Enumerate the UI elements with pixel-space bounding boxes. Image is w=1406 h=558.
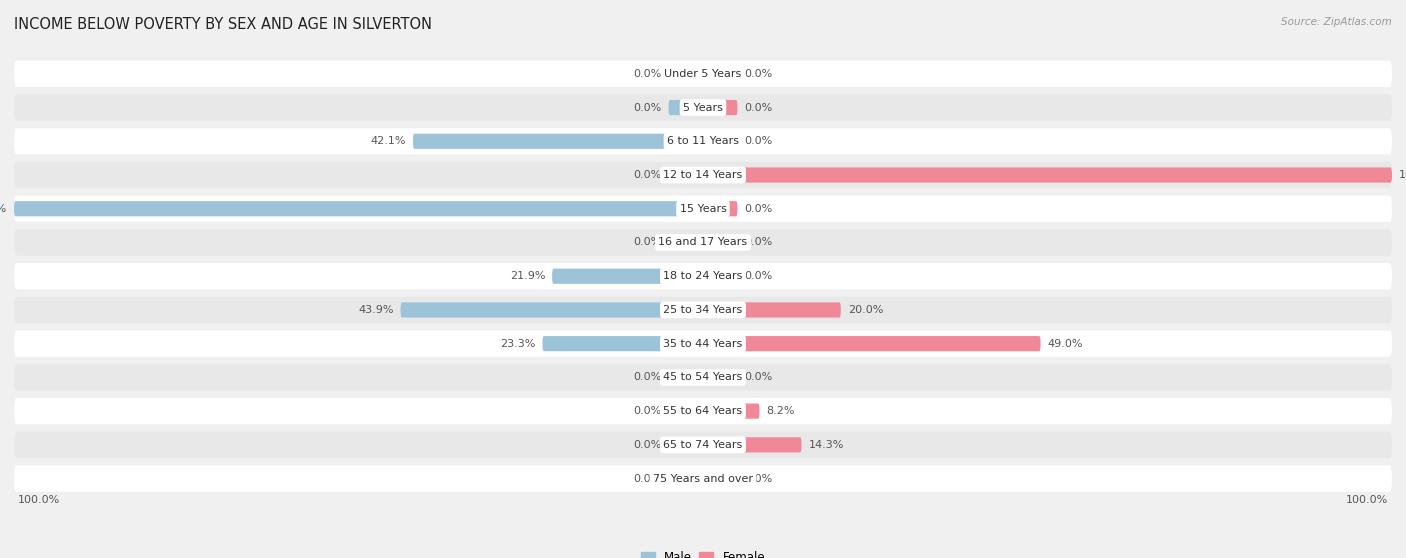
FancyBboxPatch shape — [14, 128, 1392, 155]
FancyBboxPatch shape — [703, 100, 738, 115]
FancyBboxPatch shape — [703, 336, 1040, 351]
FancyBboxPatch shape — [703, 302, 841, 318]
Text: 0.0%: 0.0% — [744, 474, 772, 484]
FancyBboxPatch shape — [14, 162, 1392, 188]
FancyBboxPatch shape — [703, 437, 801, 453]
Text: 100.0%: 100.0% — [0, 204, 7, 214]
FancyBboxPatch shape — [703, 403, 759, 418]
FancyBboxPatch shape — [14, 201, 703, 217]
Text: 6 to 11 Years: 6 to 11 Years — [666, 136, 740, 146]
FancyBboxPatch shape — [14, 94, 1392, 121]
FancyBboxPatch shape — [669, 235, 703, 250]
FancyBboxPatch shape — [669, 370, 703, 385]
FancyBboxPatch shape — [14, 432, 1392, 458]
Text: 0.0%: 0.0% — [744, 136, 772, 146]
FancyBboxPatch shape — [669, 66, 703, 81]
Text: 0.0%: 0.0% — [634, 372, 662, 382]
FancyBboxPatch shape — [669, 167, 703, 182]
FancyBboxPatch shape — [703, 66, 738, 81]
FancyBboxPatch shape — [703, 471, 738, 486]
FancyBboxPatch shape — [14, 398, 1392, 424]
Text: 23.3%: 23.3% — [501, 339, 536, 349]
Text: 55 to 64 Years: 55 to 64 Years — [664, 406, 742, 416]
Text: 65 to 74 Years: 65 to 74 Years — [664, 440, 742, 450]
Text: 0.0%: 0.0% — [634, 474, 662, 484]
Text: 0.0%: 0.0% — [744, 271, 772, 281]
FancyBboxPatch shape — [669, 403, 703, 418]
Text: 49.0%: 49.0% — [1047, 339, 1083, 349]
FancyBboxPatch shape — [669, 437, 703, 453]
FancyBboxPatch shape — [14, 263, 1392, 290]
Text: 100.0%: 100.0% — [1347, 494, 1389, 504]
Text: 21.9%: 21.9% — [510, 271, 546, 281]
FancyBboxPatch shape — [14, 61, 1392, 87]
Text: 0.0%: 0.0% — [634, 238, 662, 248]
FancyBboxPatch shape — [401, 302, 703, 318]
Text: 0.0%: 0.0% — [634, 406, 662, 416]
Text: 20.0%: 20.0% — [848, 305, 883, 315]
FancyBboxPatch shape — [14, 229, 1392, 256]
FancyBboxPatch shape — [669, 471, 703, 486]
Text: 35 to 44 Years: 35 to 44 Years — [664, 339, 742, 349]
Text: 14.3%: 14.3% — [808, 440, 844, 450]
Text: 75 Years and over: 75 Years and over — [652, 474, 754, 484]
Legend: Male, Female: Male, Female — [636, 546, 770, 558]
Text: 12 to 14 Years: 12 to 14 Years — [664, 170, 742, 180]
Text: 5 Years: 5 Years — [683, 103, 723, 113]
Text: 8.2%: 8.2% — [766, 406, 794, 416]
Text: 15 Years: 15 Years — [679, 204, 727, 214]
Text: 0.0%: 0.0% — [744, 372, 772, 382]
Text: Source: ZipAtlas.com: Source: ZipAtlas.com — [1281, 17, 1392, 27]
FancyBboxPatch shape — [14, 364, 1392, 391]
Text: 100.0%: 100.0% — [17, 494, 59, 504]
Text: 25 to 34 Years: 25 to 34 Years — [664, 305, 742, 315]
FancyBboxPatch shape — [703, 370, 738, 385]
Text: 42.1%: 42.1% — [371, 136, 406, 146]
FancyBboxPatch shape — [413, 134, 703, 149]
FancyBboxPatch shape — [14, 330, 1392, 357]
FancyBboxPatch shape — [14, 297, 1392, 323]
Text: 100.0%: 100.0% — [1399, 170, 1406, 180]
FancyBboxPatch shape — [703, 167, 1392, 182]
FancyBboxPatch shape — [14, 196, 1392, 222]
FancyBboxPatch shape — [703, 268, 738, 284]
Text: Under 5 Years: Under 5 Years — [665, 69, 741, 79]
Text: INCOME BELOW POVERTY BY SEX AND AGE IN SILVERTON: INCOME BELOW POVERTY BY SEX AND AGE IN S… — [14, 17, 432, 32]
FancyBboxPatch shape — [553, 268, 703, 284]
Text: 0.0%: 0.0% — [634, 69, 662, 79]
Text: 0.0%: 0.0% — [744, 69, 772, 79]
Text: 0.0%: 0.0% — [744, 204, 772, 214]
Text: 45 to 54 Years: 45 to 54 Years — [664, 372, 742, 382]
FancyBboxPatch shape — [703, 235, 738, 250]
Text: 43.9%: 43.9% — [359, 305, 394, 315]
Text: 18 to 24 Years: 18 to 24 Years — [664, 271, 742, 281]
FancyBboxPatch shape — [14, 465, 1392, 492]
Text: 0.0%: 0.0% — [634, 103, 662, 113]
Text: 0.0%: 0.0% — [634, 440, 662, 450]
Text: 16 and 17 Years: 16 and 17 Years — [658, 238, 748, 248]
Text: 0.0%: 0.0% — [744, 238, 772, 248]
FancyBboxPatch shape — [669, 100, 703, 115]
Text: 0.0%: 0.0% — [744, 103, 772, 113]
FancyBboxPatch shape — [703, 134, 738, 149]
FancyBboxPatch shape — [543, 336, 703, 351]
Text: 0.0%: 0.0% — [634, 170, 662, 180]
FancyBboxPatch shape — [703, 201, 738, 217]
